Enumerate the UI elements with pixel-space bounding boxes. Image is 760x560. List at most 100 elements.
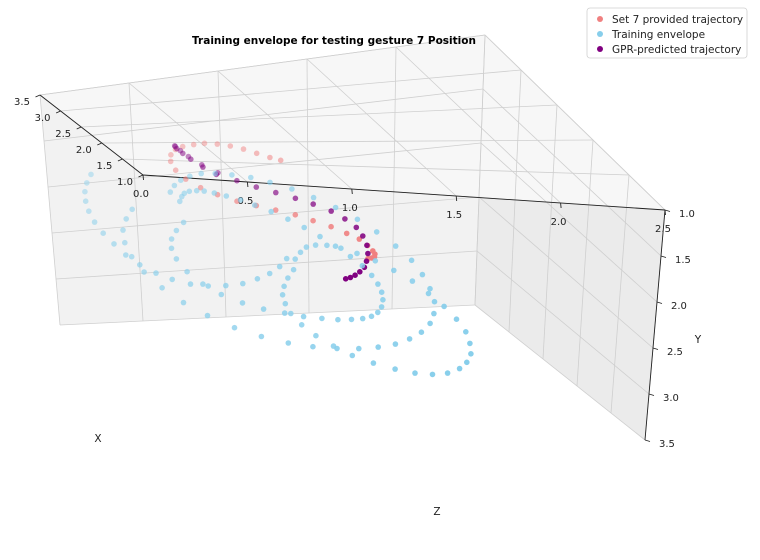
- training-envelope-point: [237, 197, 244, 203]
- training-envelope-point: [288, 310, 294, 317]
- training-envelope-point: [111, 241, 117, 247]
- gridline-x: [81, 104, 558, 128]
- training-envelope-point: [292, 256, 299, 262]
- training-envelope-point: [338, 245, 344, 251]
- set-7-provided-trajectory-point: [240, 146, 247, 152]
- training-envelope-point: [248, 174, 254, 181]
- gridline-y: [480, 142, 658, 303]
- training-envelope-point: [303, 244, 310, 250]
- z-axis-tick-label: 0.5: [237, 196, 253, 207]
- set-7-provided-trajectory-point: [292, 212, 299, 218]
- training-envelope-point: [187, 173, 193, 179]
- training-envelope-point: [281, 283, 287, 290]
- gpr-predicted-trajectory-point: [180, 150, 186, 157]
- legend: Set 7 provided trajectory Training envelo…: [586, 7, 748, 59]
- set-7-provided-trajectory-point: [328, 223, 334, 230]
- x-axis-tick-label: 2.5: [55, 129, 71, 140]
- training-envelope-point: [88, 171, 94, 178]
- training-envelope-point: [444, 370, 451, 376]
- gpr-predicted-trajectory-point: [342, 216, 348, 222]
- training-envelope-point: [240, 280, 246, 287]
- training-envelope-point: [425, 290, 432, 297]
- training-envelope-point: [375, 281, 381, 287]
- training-envelope-point: [418, 329, 425, 336]
- gpr-predicted-trajectory-point: [365, 250, 371, 257]
- training-envelope-point: [347, 253, 354, 260]
- training-envelope-point: [279, 292, 286, 298]
- axis-lines: [39, 94, 666, 441]
- training-envelope-point: [354, 250, 360, 257]
- z-axis-tick: [351, 188, 353, 195]
- training-envelope-point: [298, 322, 305, 328]
- gridline-z: [395, 46, 561, 204]
- pane-floor: [40, 35, 665, 210]
- y-axis-tick: [648, 393, 655, 396]
- training-envelope-point: [368, 272, 375, 279]
- training-envelope-point: [441, 303, 447, 310]
- training-envelope-point: [184, 268, 190, 275]
- training-envelope-point: [268, 208, 275, 215]
- gpr-predicted-trajectory-point: [347, 274, 354, 281]
- z-axis-tick-label: 1.5: [446, 210, 462, 221]
- training-envelope-point: [324, 242, 330, 249]
- gpr-predicted-trajectory-point: [292, 195, 299, 202]
- set-7-provided-trajectory-point: [190, 141, 197, 148]
- set-7-provided-trajectory-point: [172, 167, 179, 173]
- x-axis-tick-label: 1.0: [117, 177, 133, 188]
- training-envelope-point: [312, 242, 319, 248]
- training-envelope-point: [467, 340, 473, 347]
- gridline-z: [217, 70, 227, 318]
- training-envelope-point: [122, 239, 128, 246]
- training-envelope-point: [123, 216, 129, 222]
- training-envelope-point: [359, 262, 366, 269]
- legend-label: Set 7 provided trajectory: [612, 14, 743, 26]
- training-envelope-point: [91, 219, 98, 225]
- training-envelope-point: [285, 340, 292, 346]
- x-axis-tick-label: 3.0: [35, 113, 51, 124]
- set-7-provided-trajectory-point: [343, 230, 350, 237]
- legend-box: [586, 7, 748, 59]
- axis-ticks: 1.0 1.5 2.0 2.5 3.0 3.5 0.0 0.5 1.0 1.5 2.0 2.5 1.0 1…: [14, 94, 695, 450]
- y-axis-line: [644, 209, 666, 441]
- gpr-predicted-trajectory-point: [353, 224, 360, 231]
- training-envelope-point: [392, 243, 399, 249]
- y-axis-tick-label: 1.0: [679, 209, 695, 220]
- x-axis-tick: [138, 174, 144, 178]
- set-7-provided-trajectory-point: [267, 154, 273, 161]
- training-envelope-point: [375, 309, 381, 316]
- gpr-predicted-trajectory-point: [310, 201, 317, 207]
- gridline-x: [60, 69, 522, 112]
- set-7-provided-trajectory-point: [227, 143, 234, 149]
- training-envelope-point: [408, 257, 415, 264]
- training-envelope-point: [177, 198, 183, 205]
- training-envelope-point: [187, 281, 194, 287]
- training-envelope-point: [431, 310, 437, 317]
- gridline-y: [482, 88, 662, 257]
- gridline-y: [478, 196, 654, 349]
- y-axis-tick: [664, 209, 671, 212]
- legend-marker: [597, 46, 603, 52]
- training-envelope-point: [412, 370, 418, 376]
- training-envelope-point: [332, 243, 339, 249]
- training-envelope-point: [332, 204, 339, 211]
- gpr-predicted-trajectory-point: [188, 156, 194, 162]
- training-envelope-point: [123, 252, 129, 258]
- gpr-predicted-trajectory-point: [253, 184, 260, 190]
- gpr-predicted-trajectory-point: [363, 258, 370, 265]
- gpr-predicted-trajectory-point: [328, 208, 335, 214]
- gridline-x: [542, 104, 558, 360]
- y-axis-tick: [656, 301, 663, 304]
- z-axis-tick-label: 2.5: [655, 224, 671, 235]
- z-axis-label: Z: [433, 506, 440, 518]
- z-axis-tick: [246, 181, 249, 188]
- x-axis-tick: [97, 142, 102, 146]
- gpr-predicted-trajectory-point: [352, 272, 358, 279]
- training-envelope-point: [289, 186, 295, 192]
- training-envelope-point: [276, 263, 283, 270]
- training-envelope-point: [267, 179, 273, 186]
- z-axis-tick: [455, 195, 458, 202]
- set-7-provided-trajectory-point: [272, 207, 279, 213]
- training-envelope-point: [128, 253, 135, 260]
- training-envelope-point: [137, 262, 143, 268]
- y-axis-tick-label: 2.5: [667, 347, 683, 358]
